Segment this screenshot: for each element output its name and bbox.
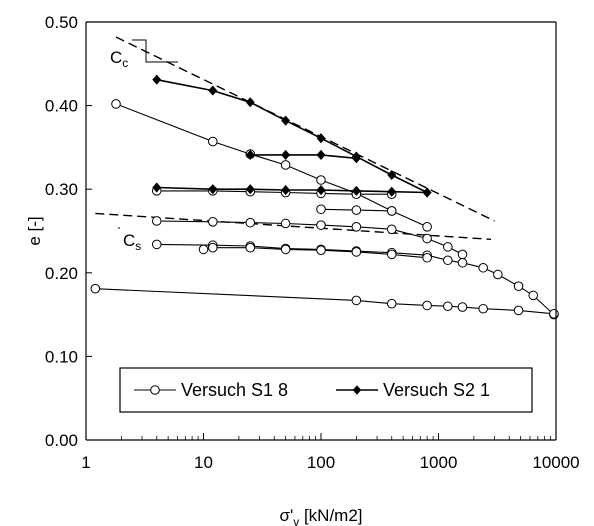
y-tick-label: 0.20 [45,264,78,283]
data-point [208,217,218,227]
data-point [281,149,291,161]
x-tick-label: 1000 [420,453,458,472]
legend: Versuch S1 8 Versuch S2 1 [119,367,533,413]
annotation-cs: Cs [123,231,141,253]
data-point [208,242,218,253]
data-point [111,99,121,109]
legend-label-2: Versuch S2 1 [383,380,490,400]
axes: 0.00 0.10 0.20 0.30 0.40 0.50 1 10 100 1000 10000 σ… [25,13,580,526]
data-point [281,115,291,126]
series-2-line-1 [156,78,428,194]
data-point [351,247,362,257]
legend-label-1: Versuch S1 8 [181,380,288,400]
data-point [478,303,488,314]
y-tick-label: 0.10 [45,347,78,366]
data-point [351,153,361,164]
data-point [457,302,468,312]
series-2-line-3 [156,186,428,194]
data-point [351,222,362,232]
data-point [422,300,432,311]
data-point [316,245,326,256]
data-point [422,233,432,244]
data-point [316,149,326,161]
y-tick-label: 0.40 [45,97,78,116]
legend-marker-1 [150,385,160,395]
series-1-line-1 [115,103,428,228]
y-axis-title: e [-] [25,216,44,245]
data-point [245,97,255,108]
x-tick-label: 100 [307,453,335,472]
data-point [316,133,326,144]
y-tick-label: 0.00 [45,431,78,450]
data-point [245,217,256,228]
data-point [208,85,218,96]
data-point [443,301,453,312]
data-point [316,175,326,185]
data-point [351,295,362,306]
data-point [316,184,326,196]
data-point [386,224,397,235]
data-point [513,281,524,291]
x-tick-label: 10000 [532,453,579,472]
series-layer [90,74,559,320]
data-point [422,252,432,263]
data-point [422,187,432,198]
data-point [208,184,218,195]
data-point [457,257,468,268]
data-point [245,149,255,161]
x-tick-label: 10 [194,453,213,472]
data-point [90,283,101,294]
data-point [422,222,432,232]
data-point [151,239,162,250]
annotations: Cc Cs [110,39,178,253]
data-point [386,298,397,309]
data-point [386,206,397,216]
data-point [316,204,326,215]
annotation-cc: Cc [110,48,128,70]
legend-box [119,367,533,413]
series-1 [90,99,559,320]
data-point [151,216,162,226]
data-point [198,244,209,255]
series-1-line-2 [156,220,463,255]
reference-line-1 [115,36,495,222]
data-point [443,255,453,266]
data-point [387,169,397,181]
legend-marker-2 [352,385,362,395]
data-point [513,305,524,316]
data-point [245,184,255,195]
x-axis-title: σ'v [kN/m2] [279,506,362,526]
data-point [152,182,162,193]
y-tick-label: 0.50 [45,13,78,32]
data-point [245,242,256,253]
data-point [316,220,326,230]
data-point [280,218,291,229]
data-point [549,308,559,319]
data-point [351,185,361,197]
data-point [280,160,291,170]
data-point [387,186,397,197]
data-point [208,136,218,147]
series-2 [152,74,432,198]
data-point [457,249,468,260]
annotation-cc-bracket [132,39,178,63]
data-point [528,290,539,301]
series-2-line-2 [250,154,357,160]
data-point [493,269,503,280]
y-tick-label: 0.30 [45,180,78,199]
data-point [280,244,291,255]
data-point [386,249,397,260]
data-point [351,205,362,215]
x-tick-label: 1 [81,453,90,472]
data-point [281,184,291,196]
data-point [478,262,488,273]
data-point [152,74,162,85]
data-point [443,242,453,252]
series-1-line-4 [203,247,428,259]
